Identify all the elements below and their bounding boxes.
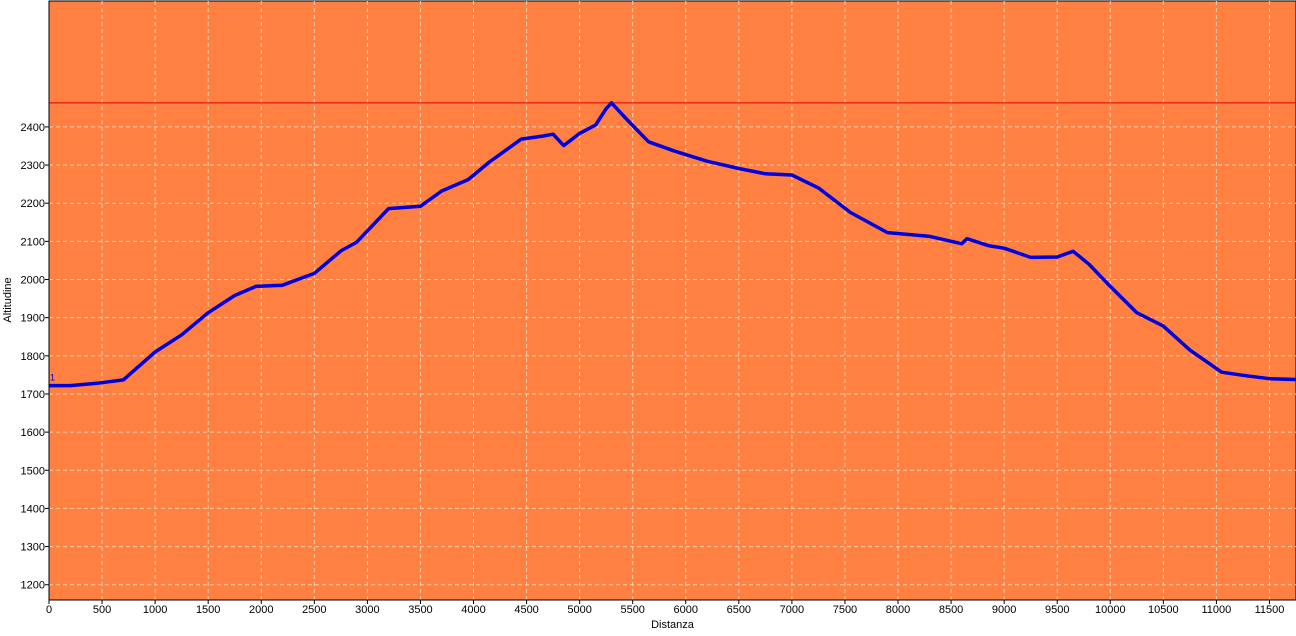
start-marker: 1: [50, 373, 55, 383]
y-tick-label: 2300: [21, 160, 45, 172]
x-tick-label: 10000: [1095, 604, 1126, 616]
y-tick-label: 2400: [21, 122, 45, 134]
x-tick-label: 7000: [780, 604, 804, 616]
x-axis-label: Distanza: [651, 619, 695, 631]
x-tick-label: 1000: [143, 604, 167, 616]
y-tick-label: 2000: [21, 275, 45, 287]
y-tick-label: 1500: [21, 465, 45, 477]
x-tick-label: 10500: [1148, 604, 1179, 616]
y-tick-label: 1400: [21, 503, 45, 515]
x-tick-label: 0: [46, 604, 52, 616]
y-tick-label: 1200: [21, 580, 45, 592]
x-tick-label: 6000: [674, 604, 698, 616]
y-axis-label: Altitudine: [2, 277, 14, 322]
y-tick-label: 1800: [21, 351, 45, 363]
x-tick-label: 2000: [249, 604, 273, 616]
plot-area: [48, 0, 1296, 601]
x-tick-label: 4000: [461, 604, 485, 616]
x-tick-label: 6500: [727, 604, 751, 616]
x-tick-label: 2500: [302, 604, 326, 616]
y-tick-labels: 1200 1300 1400 1500 1600 1700 1800 1900 2000 2100…: [21, 122, 49, 592]
altitude-profile-line: [49, 101, 1296, 388]
y-tick-label: 1300: [21, 542, 45, 554]
x-tick-label: 8500: [939, 604, 963, 616]
x-tick-label: 9500: [1045, 604, 1069, 616]
x-tick-label: 7500: [833, 604, 857, 616]
y-tick-label: 1700: [21, 389, 45, 401]
x-tick-labels: 0 500 1000 1500 2000 2500 3000 3500 4000 4500 5000…: [46, 600, 1284, 616]
x-tick-label: 11500: [1255, 604, 1285, 616]
x-tick-label: 5000: [567, 604, 591, 616]
y-tick-label: 1600: [21, 427, 45, 439]
x-tick-label: 5500: [620, 604, 644, 616]
x-tick-label: 11000: [1202, 604, 1232, 616]
x-tick-label: 1500: [196, 604, 220, 616]
x-tick-label: 3000: [355, 604, 379, 616]
x-tick-label: 9000: [992, 604, 1016, 616]
y-tick-label: 2100: [21, 236, 45, 248]
x-tick-label: 3500: [408, 604, 432, 616]
y-tick-label: 2200: [21, 198, 45, 210]
grid: [49, 1, 1296, 600]
x-tick-label: 4500: [514, 604, 538, 616]
x-tick-label: 500: [93, 604, 111, 616]
y-tick-label: 1900: [21, 313, 45, 325]
x-tick-label: 8000: [886, 604, 910, 616]
